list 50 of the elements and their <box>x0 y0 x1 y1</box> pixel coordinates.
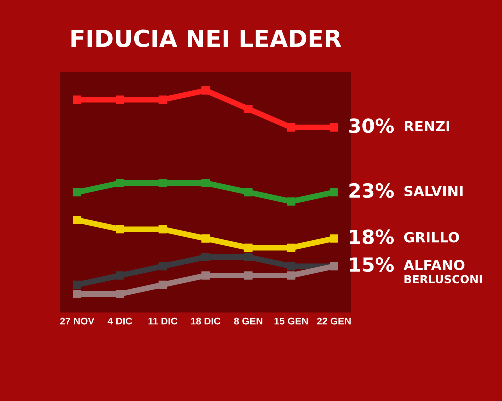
point <box>244 105 253 114</box>
point <box>244 244 253 252</box>
text: ALFANO <box>404 260 465 271</box>
point <box>202 253 210 262</box>
point <box>73 280 82 290</box>
point <box>244 188 253 197</box>
point <box>158 179 168 188</box>
data-label: 23% <box>350 183 394 198</box>
point <box>287 272 296 280</box>
x-tick-label: 4 DIC <box>108 318 132 325</box>
point <box>158 280 168 290</box>
data-label: 15% <box>350 257 394 272</box>
point <box>158 225 168 234</box>
x-tick-label: 18 DIC <box>191 318 221 325</box>
text: SALVINI <box>404 186 463 197</box>
x-tick-label: 22 GEN <box>317 318 351 325</box>
x-tick-label: 11 DIC <box>148 318 178 325</box>
chart-title: FIDUCIA NEI LEADER <box>72 30 342 48</box>
point <box>287 244 296 252</box>
point <box>202 234 210 243</box>
point <box>158 262 168 271</box>
point <box>330 234 338 243</box>
point <box>287 124 296 132</box>
x-tick-label: 15 GEN <box>274 318 308 325</box>
text: GRILLO <box>404 232 460 243</box>
point <box>73 188 82 197</box>
data-label: 18% <box>350 230 394 244</box>
point <box>116 179 124 188</box>
data-label: 30% <box>349 118 394 134</box>
point <box>287 262 296 271</box>
text: BERLUSCONI <box>404 275 482 284</box>
point <box>158 96 168 104</box>
point <box>287 198 296 206</box>
point <box>73 216 82 224</box>
point <box>116 96 124 104</box>
point <box>73 96 82 104</box>
point <box>202 272 210 280</box>
text: RENZI <box>404 121 450 132</box>
point <box>116 225 124 234</box>
x-tick-label: 8 GEN <box>234 318 263 325</box>
point <box>330 124 338 132</box>
point <box>116 272 124 280</box>
point <box>202 179 210 188</box>
point <box>73 290 82 298</box>
point <box>116 290 124 298</box>
point <box>202 86 210 95</box>
point <box>244 272 253 280</box>
point <box>244 253 253 262</box>
point <box>330 188 338 197</box>
x-tick-label: 27 NOV <box>60 318 95 325</box>
